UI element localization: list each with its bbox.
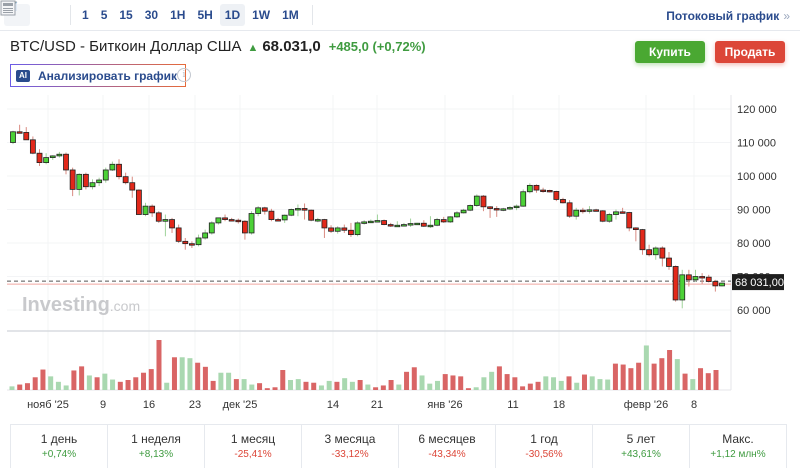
- svg-text:21: 21: [371, 399, 383, 411]
- timeframe-1m[interactable]: 1M: [282, 8, 299, 22]
- timeframe-1w[interactable]: 1W: [252, 8, 271, 22]
- instrument-name: BTC/USD - Биткоин Доллар США: [10, 38, 242, 55]
- performance-period-label: 1 день: [40, 432, 78, 446]
- svg-text:100 000: 100 000: [737, 171, 777, 183]
- performance-period-label: 3 месяца: [324, 432, 376, 446]
- svg-text:9: 9: [100, 399, 106, 411]
- svg-text:Investing.com: Investing.com: [22, 294, 140, 316]
- timeframe-30[interactable]: 30: [144, 8, 159, 22]
- performance-cell: 1 неделя +8,13%: [108, 425, 205, 468]
- stream-chart-label: Потоковый график: [666, 9, 780, 23]
- performance-period-value: +8,13%: [138, 449, 174, 460]
- timeframe-5[interactable]: 5: [100, 8, 108, 22]
- performance-cell: Макс. +1,12 млн%: [690, 425, 786, 468]
- area-chart-icon[interactable]: [0, 1, 64, 26]
- performance-period-value: -33,12%: [331, 449, 369, 460]
- svg-text:68 031,00: 68 031,00: [735, 277, 784, 289]
- svg-text:110 000: 110 000: [737, 138, 776, 150]
- performance-period-value: +0,74%: [41, 449, 77, 460]
- performance-cell: 6 месяцев -43,34%: [399, 425, 496, 468]
- toolbar-divider: [70, 5, 71, 25]
- performance-period-label: 1 год: [530, 432, 558, 446]
- performance-bar: 1 день +0,74% 1 неделя +8,13% 1 месяц -25,41%…: [10, 424, 787, 468]
- performance-period-value: -30,56%: [525, 449, 563, 460]
- svg-text:23: 23: [189, 399, 201, 411]
- arrow-up-icon: ▲: [247, 42, 259, 54]
- svg-text:нояб '25: нояб '25: [27, 399, 69, 411]
- price-change: +485,0 (+0,72%): [328, 39, 426, 54]
- svg-text:16: 16: [143, 399, 155, 411]
- info-icon[interactable]: i: [177, 68, 191, 82]
- timeframe-5h[interactable]: 5H: [197, 8, 213, 22]
- instrument-header: BTC/USD - Биткоин Доллар США ▲ 68.031,0 …: [10, 38, 426, 55]
- stream-chart-link[interactable]: Потоковый график»: [666, 9, 790, 23]
- performance-period-value: -43,34%: [428, 449, 466, 460]
- news-layout-icon[interactable]: [0, 0, 347, 26]
- timeframe-1h[interactable]: 1H: [170, 8, 186, 22]
- svg-text:февр '26: февр '26: [624, 399, 669, 411]
- svg-text:8: 8: [691, 399, 697, 411]
- sell-button[interactable]: Продать: [715, 41, 785, 63]
- analyze-chart-label: Анализировать график: [38, 68, 177, 83]
- svg-text:90 000: 90 000: [737, 205, 771, 217]
- performance-period-label: 1 неделя: [131, 432, 181, 446]
- svg-text:18: 18: [553, 399, 565, 411]
- last-price: 68.031,0: [262, 38, 321, 55]
- timeframe-15[interactable]: 15: [119, 8, 133, 22]
- performance-period-label: 1 месяц: [230, 432, 276, 446]
- svg-text:11: 11: [507, 399, 518, 411]
- performance-period-label: 6 месяцев: [418, 432, 476, 446]
- performance-period-value: -25,41%: [234, 449, 272, 460]
- performance-period-value: +1,12 млн%: [710, 449, 766, 460]
- performance-period-label: 5 лет: [626, 432, 656, 446]
- svg-text:60 000: 60 000: [737, 305, 771, 317]
- svg-text:дек '25: дек '25: [223, 399, 258, 411]
- timeframe-1[interactable]: 1: [82, 8, 89, 22]
- performance-cell: 5 лет +43,61%: [593, 425, 690, 468]
- svg-text:80 000: 80 000: [737, 238, 771, 250]
- timeframe-1d[interactable]: 1D: [219, 4, 246, 26]
- performance-cell: 3 месяца -33,12%: [302, 425, 399, 468]
- performance-cell: 1 день +0,74%: [11, 425, 108, 468]
- performance-cell: 1 год -30,56%: [496, 425, 593, 468]
- svg-text:янв '26: янв '26: [427, 399, 462, 411]
- performance-period-label: Макс.: [722, 432, 754, 446]
- toolbar-divider: [311, 5, 313, 25]
- performance-cell: 1 месяц -25,41%: [205, 425, 302, 468]
- performance-period-value: +43,61%: [621, 449, 661, 460]
- double-chevron-right-icon: »: [783, 9, 790, 23]
- chart-toolbar: 1 5 15 30 1H 5H 1D 1W 1M Потоковый графи…: [0, 0, 800, 31]
- svg-text:14: 14: [327, 399, 339, 411]
- ai-icon: AI: [16, 69, 30, 82]
- svg-text:120 000: 120 000: [737, 104, 777, 116]
- buy-button[interactable]: Купить: [635, 41, 705, 63]
- analyze-chart-button[interactable]: AI Анализировать график: [10, 64, 186, 87]
